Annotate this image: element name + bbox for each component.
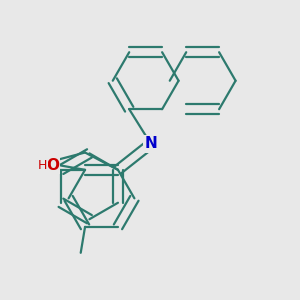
- Text: N: N: [145, 136, 157, 152]
- Text: O: O: [46, 158, 59, 173]
- Text: H: H: [38, 159, 47, 172]
